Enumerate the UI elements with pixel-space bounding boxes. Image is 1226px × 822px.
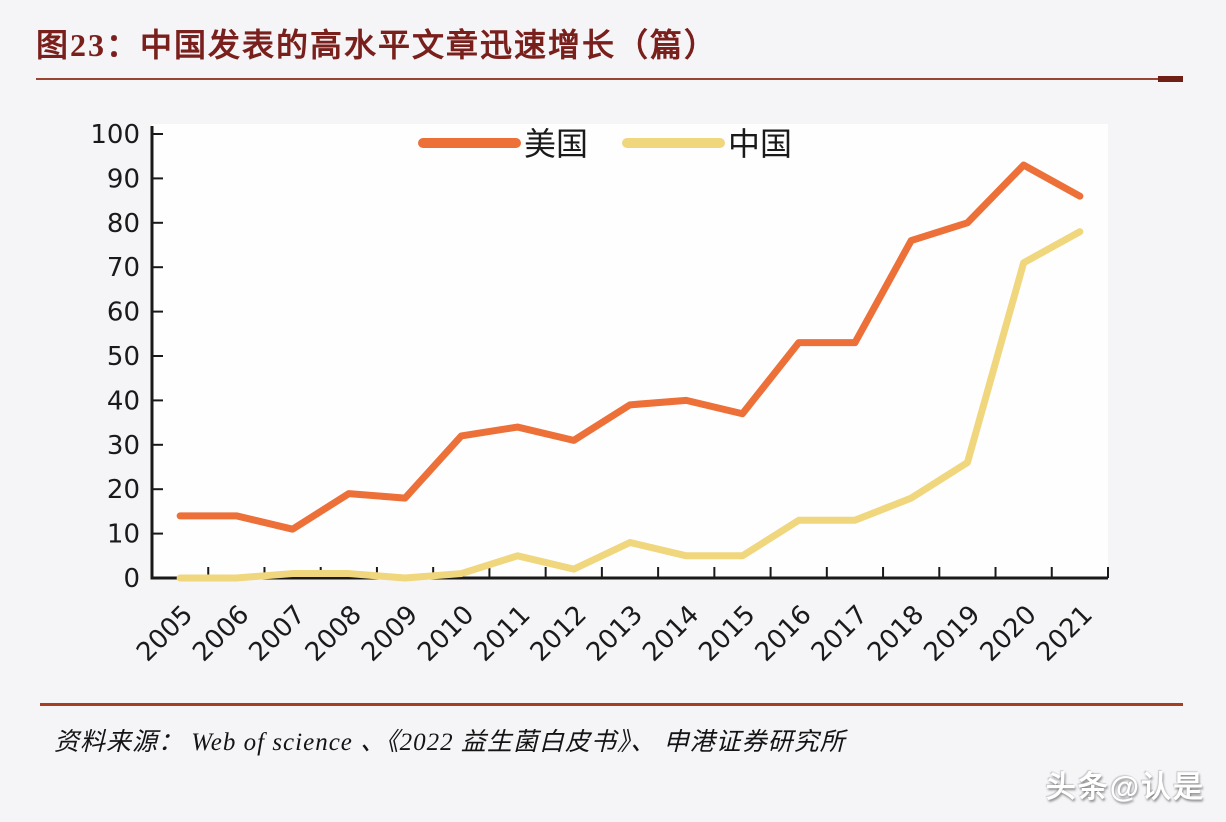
x-tick-label: 2021 <box>1031 600 1099 668</box>
y-tick-label: 90 <box>107 164 140 194</box>
y-tick-label: 50 <box>107 342 140 372</box>
title-underline <box>36 78 1160 80</box>
x-tick-label: 2012 <box>525 600 593 668</box>
x-tick-label: 2016 <box>750 600 818 668</box>
series-line-中国 <box>176 228 1084 582</box>
y-tick-label: 80 <box>107 209 140 239</box>
x-tick-label: 2006 <box>187 600 255 668</box>
x-tick-label: 2005 <box>131 600 199 668</box>
y-tick-label: 70 <box>107 253 140 283</box>
x-tick-label: 2008 <box>300 600 368 668</box>
watermark: 头条@认是 <box>1045 771 1205 804</box>
source-note: 资料来源： Web of science 、《2022 益生菌白皮书》、 申港证… <box>54 729 846 756</box>
y-tick-label: 30 <box>107 431 140 461</box>
x-tick-label: 2015 <box>693 600 761 668</box>
y-tick-label: 0 <box>123 564 140 594</box>
x-tick-label: 2010 <box>412 600 480 668</box>
y-tick-label: 60 <box>107 298 140 328</box>
title-underline-end-cap <box>1158 76 1183 82</box>
y-tick-label: 40 <box>107 386 140 416</box>
x-tick-label: 2011 <box>468 600 536 668</box>
y-tick-label: 100 <box>90 120 140 150</box>
x-tick-label: 2019 <box>918 600 986 668</box>
x-tick-label: 2018 <box>862 600 930 668</box>
legend-label-美国: 美国 <box>524 125 588 163</box>
figure-title: 图23：中国发表的高水平文章迅速增长（篇） <box>36 27 719 63</box>
x-tick-label: 2017 <box>806 600 874 668</box>
source-divider <box>40 703 1183 706</box>
x-tick-label: 2007 <box>244 600 312 668</box>
series-line-美国 <box>176 161 1084 533</box>
x-tick-label: 2020 <box>975 600 1043 668</box>
plot-area <box>152 124 1108 578</box>
y-tick-label: 10 <box>107 520 140 550</box>
x-tick-label: 2013 <box>581 600 649 668</box>
legend-label-中国: 中国 <box>728 125 792 163</box>
x-tick-label: 2014 <box>637 600 705 668</box>
y-tick-label: 20 <box>107 475 140 505</box>
x-tick-label: 2009 <box>356 600 424 668</box>
